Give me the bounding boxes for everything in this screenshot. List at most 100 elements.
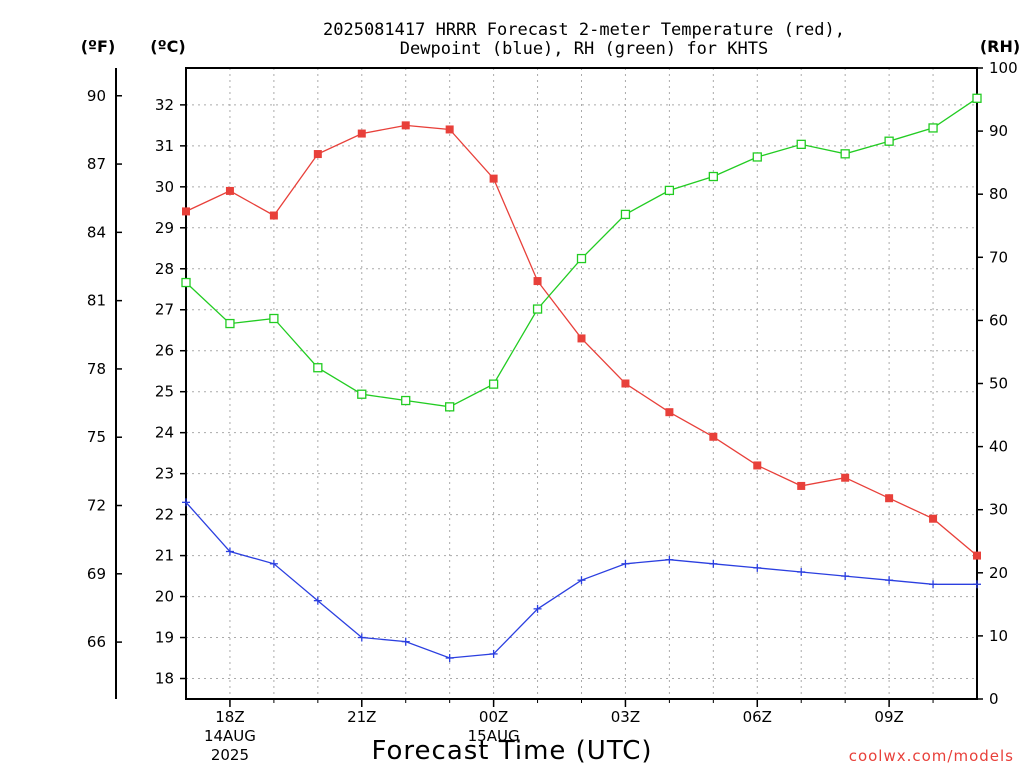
temperature-point bbox=[489, 174, 498, 183]
fahrenheit-axis-unit: (ºF) bbox=[81, 37, 116, 56]
dewpoint-point bbox=[401, 637, 410, 646]
fahrenheit-tick-label: 78 bbox=[87, 360, 106, 378]
celsius-tick-label: 23 bbox=[155, 465, 174, 483]
rh-tick-label: 30 bbox=[989, 501, 1008, 519]
rh-point bbox=[532, 304, 543, 314]
rh-point bbox=[620, 209, 631, 220]
rh-tick-label: 80 bbox=[989, 185, 1008, 203]
dewpoint-point bbox=[709, 559, 718, 568]
temperature-point bbox=[665, 408, 674, 417]
x-tick-label: 15AUG bbox=[468, 727, 520, 745]
rh-point bbox=[269, 313, 279, 324]
dewpoint-point bbox=[577, 576, 586, 585]
temperature-point bbox=[401, 121, 410, 130]
rh-tick-label: 70 bbox=[989, 248, 1008, 266]
dewpoint-point bbox=[973, 580, 981, 589]
celsius-axis-unit: (ºC) bbox=[150, 37, 185, 56]
fahrenheit-tick-label: 81 bbox=[87, 292, 106, 310]
rh-point bbox=[928, 123, 938, 133]
plot-frame bbox=[185, 67, 978, 700]
rh-tick-label: 90 bbox=[989, 122, 1008, 140]
fahrenheit-tick-label: 75 bbox=[87, 428, 106, 446]
rh-point bbox=[445, 402, 455, 412]
temperature-point bbox=[929, 514, 938, 523]
rh-tick-label: 10 bbox=[989, 627, 1008, 645]
rh-tick-label: 100 bbox=[989, 59, 1018, 77]
rh-point bbox=[401, 395, 411, 406]
rh-point bbox=[796, 139, 806, 150]
x-tick-label: 03Z bbox=[611, 708, 640, 726]
fahrenheit-tick-label: 84 bbox=[87, 223, 106, 241]
x-tick-label: 18Z bbox=[215, 708, 244, 726]
x-tick-label: 21Z bbox=[347, 708, 376, 726]
x-tick-label: 09Z bbox=[874, 708, 903, 726]
temperature-point bbox=[577, 334, 586, 343]
dewpoint-point bbox=[182, 498, 190, 507]
dewpoint-point bbox=[489, 649, 498, 658]
rh-point bbox=[972, 93, 982, 103]
chart-title-line-2: Dewpoint (blue), RH (green) for KHTS bbox=[400, 39, 768, 59]
dewpoint-point bbox=[225, 547, 234, 556]
fahrenheit-tick-label: 72 bbox=[87, 497, 106, 515]
celsius-tick-label: 31 bbox=[155, 137, 174, 155]
celsius-tick-label: 24 bbox=[155, 424, 174, 442]
rh-tick-label: 50 bbox=[989, 375, 1008, 393]
temperature-point bbox=[797, 481, 806, 490]
rh-tick-label: 40 bbox=[989, 438, 1008, 456]
temperature-point bbox=[753, 461, 762, 470]
temperature-point bbox=[973, 551, 981, 560]
temperature-point bbox=[225, 186, 234, 195]
rh-point bbox=[840, 149, 850, 159]
dewpoint-point bbox=[357, 633, 366, 642]
temperature-point bbox=[533, 277, 542, 286]
rh-tick-label: 0 bbox=[989, 690, 999, 708]
dewpoint-point bbox=[533, 604, 542, 613]
dewpoint-point bbox=[665, 555, 674, 564]
temperature-point bbox=[445, 125, 454, 134]
rh-point bbox=[664, 185, 675, 196]
fahrenheit-tick-label: 90 bbox=[87, 87, 106, 105]
temperature-point bbox=[841, 473, 850, 482]
celsius-tick-label: 28 bbox=[155, 260, 174, 278]
x-axis-title: Forecast Time (UTC) bbox=[371, 736, 652, 766]
temperature-point bbox=[357, 129, 366, 138]
dewpoint-point bbox=[753, 563, 762, 572]
fahrenheit-tick-label: 66 bbox=[87, 633, 106, 651]
x-tick-label: 14AUG bbox=[204, 727, 256, 745]
temperature-point bbox=[885, 494, 894, 503]
dewpoint-point bbox=[797, 567, 806, 576]
rh-point bbox=[357, 389, 367, 399]
rh-point bbox=[576, 253, 587, 264]
dewpoint-point bbox=[269, 559, 278, 568]
rh-point bbox=[752, 152, 762, 162]
celsius-tick-label: 25 bbox=[155, 383, 174, 401]
dewpoint-point bbox=[929, 580, 938, 589]
dewpoint-point bbox=[313, 596, 322, 605]
celsius-tick-label: 22 bbox=[155, 506, 174, 524]
fahrenheit-tick-label: 69 bbox=[87, 565, 106, 583]
rh-point bbox=[708, 171, 718, 182]
x-tick-label: 06Z bbox=[743, 708, 772, 726]
celsius-tick-label: 26 bbox=[155, 342, 174, 360]
dewpoint-point bbox=[445, 654, 454, 663]
temperature-point bbox=[313, 150, 322, 159]
dewpoint-point bbox=[621, 559, 630, 568]
rh-point bbox=[181, 277, 191, 288]
celsius-tick-label: 27 bbox=[155, 301, 174, 319]
chart-title-line-1: 2025081417 HRRR Forecast 2-meter Tempera… bbox=[323, 20, 845, 40]
celsius-tick-label: 32 bbox=[155, 96, 174, 114]
axes: 18 19 20 21 22 23 24 25 26 27 28 29 30 31 32 66 69 72 75 78… bbox=[87, 59, 1018, 764]
dewpoint-point bbox=[841, 572, 850, 581]
temperature-point bbox=[709, 432, 718, 441]
celsius-tick-label: 30 bbox=[155, 178, 174, 196]
data-series bbox=[181, 93, 982, 663]
temperature-point bbox=[621, 379, 630, 388]
rh-tick-label: 60 bbox=[989, 311, 1008, 329]
x-tick-label: 2025 bbox=[211, 746, 249, 764]
dewpoint-point bbox=[885, 576, 894, 585]
temperature-point bbox=[182, 207, 190, 216]
celsius-tick-label: 18 bbox=[155, 670, 174, 688]
rh-tick-label: 20 bbox=[989, 564, 1008, 582]
grid-lines bbox=[186, 68, 977, 699]
rh-point bbox=[225, 318, 235, 329]
